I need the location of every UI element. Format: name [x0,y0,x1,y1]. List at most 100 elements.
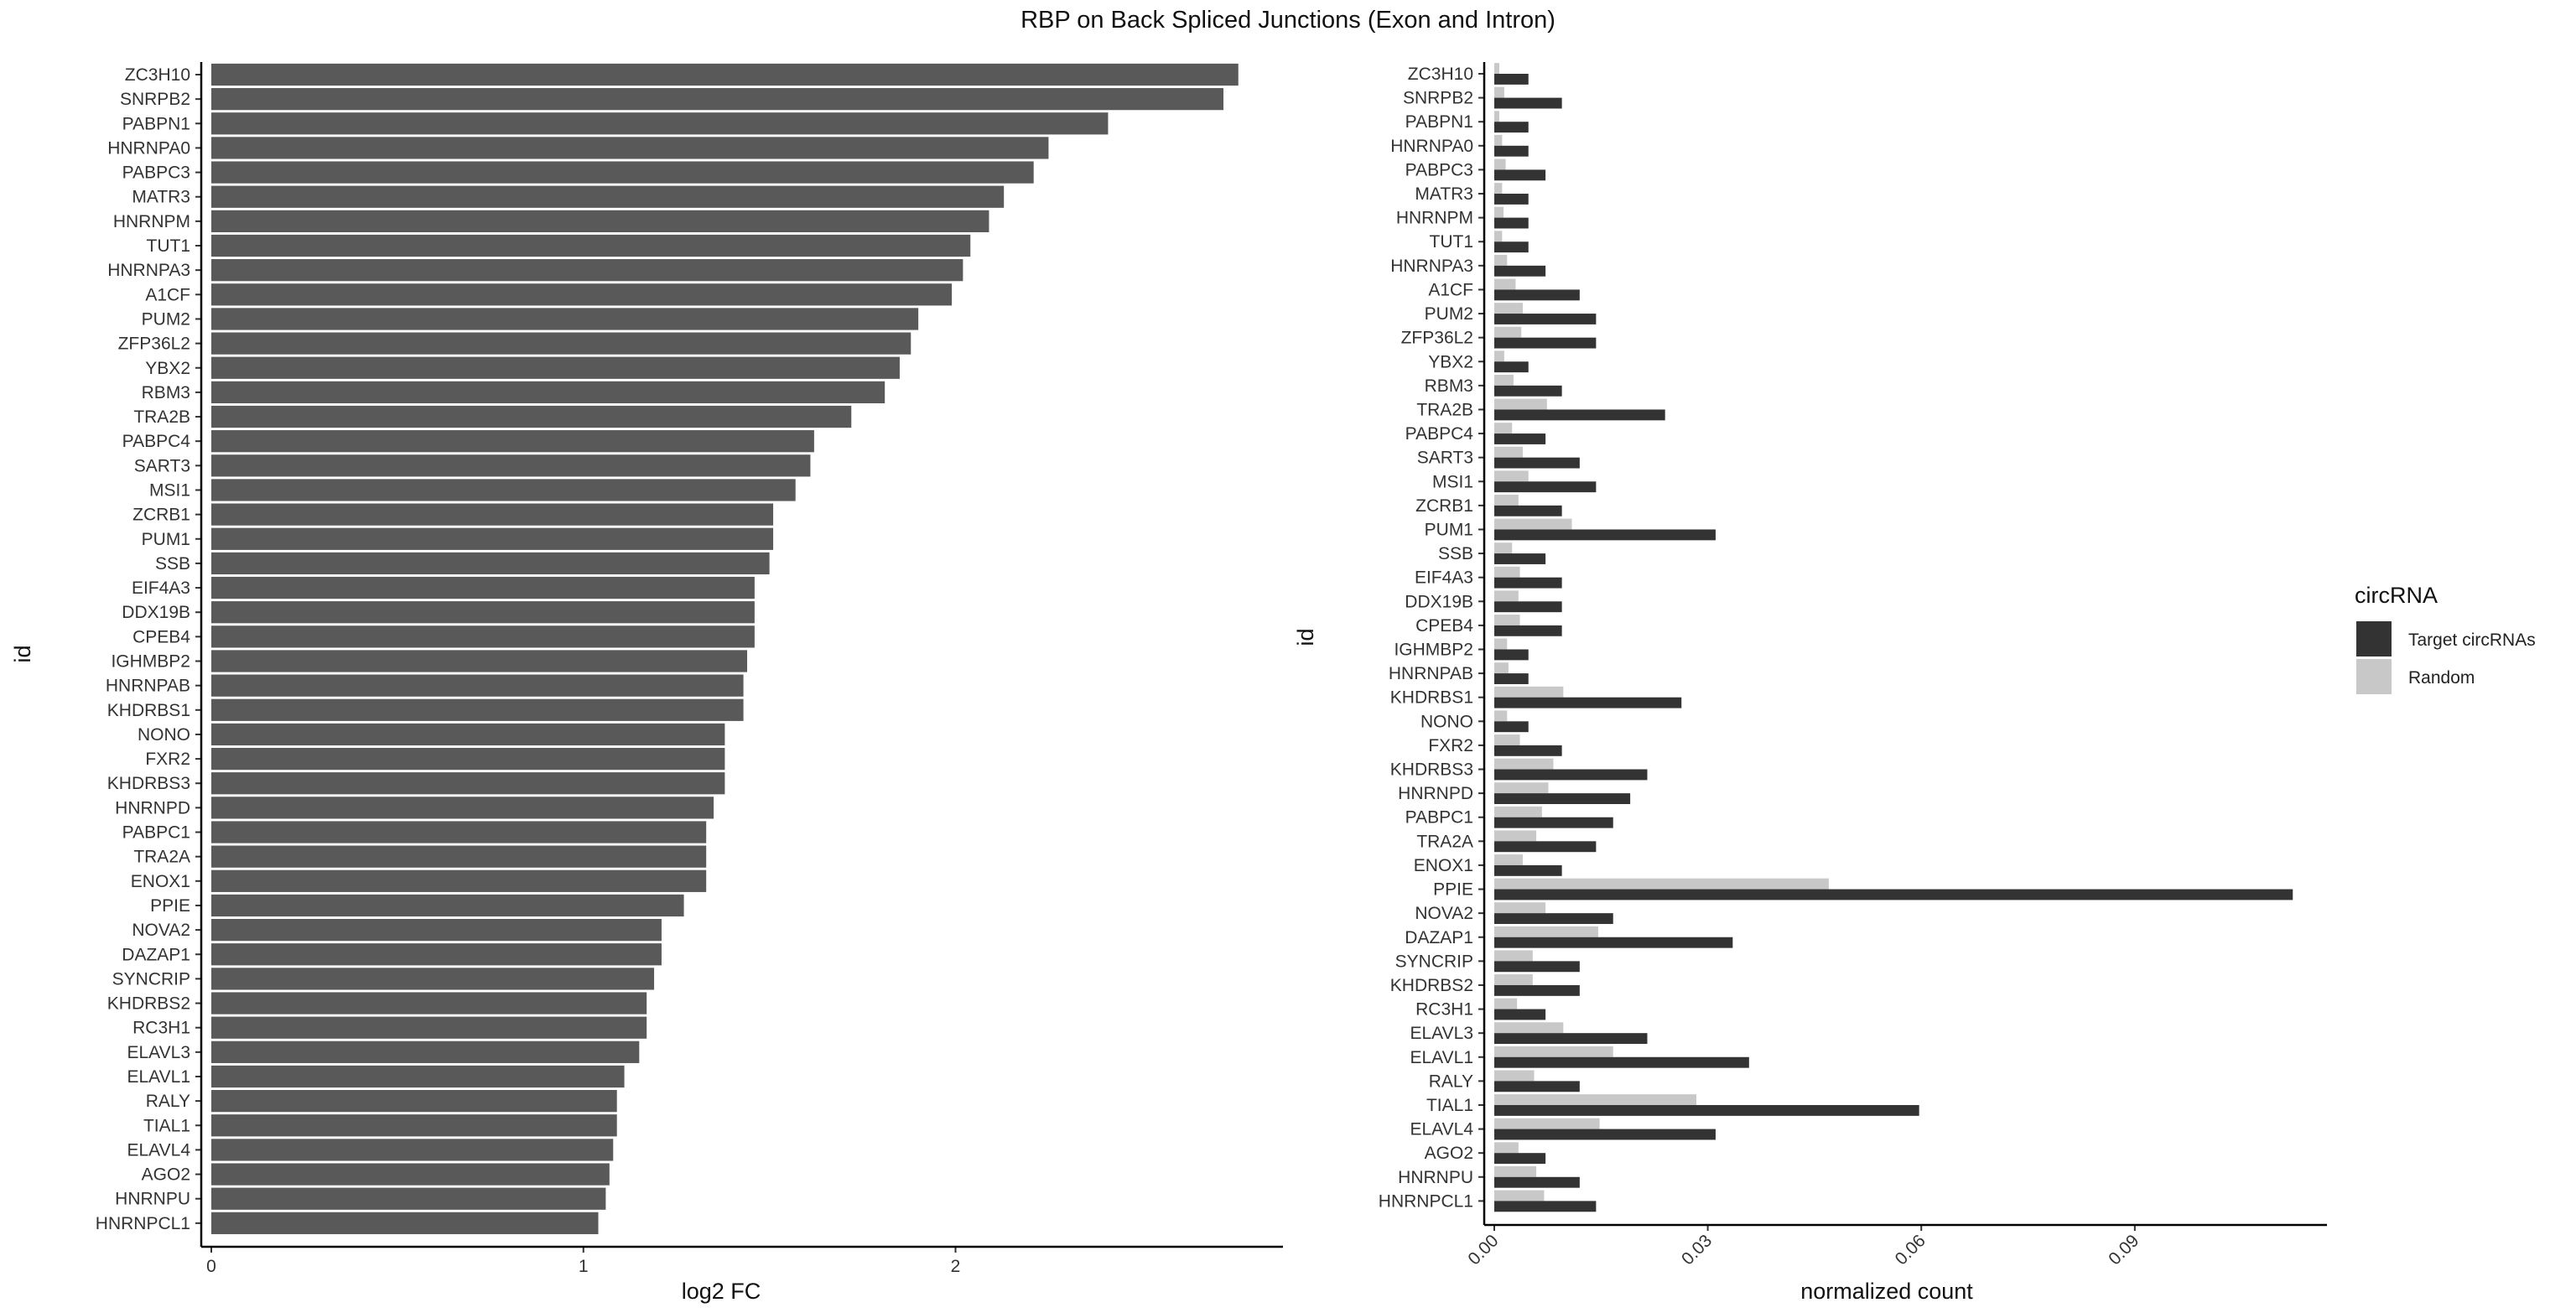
bar-log2fc [211,88,1223,111]
bar-log2fc [211,503,774,526]
y-tick-label: PABPC1 [122,823,190,843]
bar-target-circrnas [1494,122,1529,133]
y-tick-label: SART3 [1417,449,1473,468]
bar-log2fc [211,63,1239,86]
y-tick-label: YBX2 [1428,352,1473,371]
y-tick-label: A1CF [1428,280,1473,299]
x-tick-label: 0.09 [2105,1231,2142,1269]
y-tick-label: HNRNPM [113,212,190,231]
y-tick-label: RALY [1429,1072,1473,1091]
y-tick-label: NOVA2 [1415,904,1473,923]
right-y-axis-label: id [1293,628,1318,646]
y-tick-label: PUM1 [142,530,190,549]
bar-log2fc [211,1016,647,1039]
bar-target-circrnas [1494,721,1529,733]
bar-target-circrnas [1494,913,1613,925]
y-tick-label: HNRNPD [115,798,190,817]
y-tick-label: EIF4A3 [132,579,190,598]
bar-target-circrnas [1494,337,1597,349]
legend-key-random [2356,659,2392,694]
y-tick-label: HNRNPAB [106,677,190,696]
bar-random [1494,734,1520,745]
y-tick-label: SART3 [134,456,190,475]
bar-target-circrnas [1494,265,1546,277]
bar-target-circrnas [1494,769,1648,781]
y-tick-label: HNRNPA0 [1390,137,1473,156]
bar-log2fc [211,185,1005,208]
y-tick-label: ZFP36L2 [1401,329,1473,348]
bar-log2fc [211,943,662,966]
bar-random [1494,950,1533,962]
bar-target-circrnas [1494,697,1682,708]
bar-log2fc [211,137,1049,159]
bar-random [1494,1165,1537,1177]
y-tick-label: IGHMBP2 [111,652,190,672]
bar-log2fc [211,601,755,624]
y-tick-label: TUT1 [1430,232,1474,252]
bar-target-circrnas [1494,937,1733,948]
bar-log2fc [211,650,747,672]
bar-log2fc [211,259,963,282]
y-tick-label: HNRNPA3 [107,261,190,280]
bar-random [1494,782,1549,794]
bar-random [1494,326,1522,338]
bar-log2fc [211,1041,640,1063]
bar-target-circrnas [1494,314,1597,324]
y-tick-label: TRA2B [1416,400,1473,419]
bar-random [1494,423,1513,434]
bar-log2fc [211,454,811,477]
y-tick-label: SNRPB2 [1403,89,1473,108]
bar-random [1494,183,1503,195]
y-tick-label: ELAVL1 [127,1067,191,1087]
bar-random [1494,758,1554,770]
bar-random [1494,111,1499,122]
bar-random [1494,902,1546,914]
bar-target-circrnas [1494,649,1529,661]
bar-random [1494,615,1520,625]
bar-log2fc [211,405,852,428]
bar-random [1494,710,1508,722]
bar-target-circrnas [1494,169,1546,181]
y-tick-label: KHDRBS1 [107,701,190,720]
bar-log2fc [211,845,707,868]
bar-random [1494,1142,1519,1154]
bar-random [1494,638,1508,650]
bar-target-circrnas [1494,529,1716,541]
bar-random [1494,686,1564,698]
y-tick-label: TRA2A [1416,832,1473,851]
bar-target-circrnas [1494,433,1546,444]
y-tick-label: SYNCRIP [112,969,190,989]
legend-label-random: Random [2408,668,2475,688]
left-y-axis-label: id [10,645,35,662]
bar-log2fc [211,1212,599,1234]
bar-log2fc [211,1114,617,1137]
bar-log2fc [211,797,714,819]
bar-log2fc [211,747,725,771]
y-tick-label: RC3H1 [1415,1000,1473,1020]
bar-log2fc [211,869,707,892]
y-tick-label: ENOX1 [1414,856,1473,875]
bar-random [1494,134,1503,146]
bar-target-circrnas [1494,145,1529,157]
y-tick-label: TUT1 [147,236,191,256]
bar-log2fc [211,992,647,1015]
y-tick-label: PPIE [150,896,190,916]
bar-random [1494,1046,1613,1057]
bar-random [1494,470,1529,482]
bar-log2fc [211,356,900,379]
bar-log2fc [211,772,725,795]
bar-target-circrnas [1494,1201,1597,1212]
bar-random [1494,974,1533,985]
bar-target-circrnas [1494,1081,1580,1092]
bar-target-circrnas [1494,217,1529,229]
y-tick-label: KHDRBS2 [107,994,190,1014]
legend-key-target [2356,621,2392,656]
y-tick-label: HNRNPCL1 [1379,1191,1473,1211]
bar-target-circrnas [1494,241,1529,253]
bar-log2fc [211,381,886,404]
bar-random [1494,518,1572,530]
bar-target-circrnas [1494,194,1529,205]
y-tick-label: DAZAP1 [122,945,190,964]
y-tick-label: TIAL1 [143,1116,190,1135]
chart-title: RBP on Back Spliced Junctions (Exon and … [1021,7,1555,34]
